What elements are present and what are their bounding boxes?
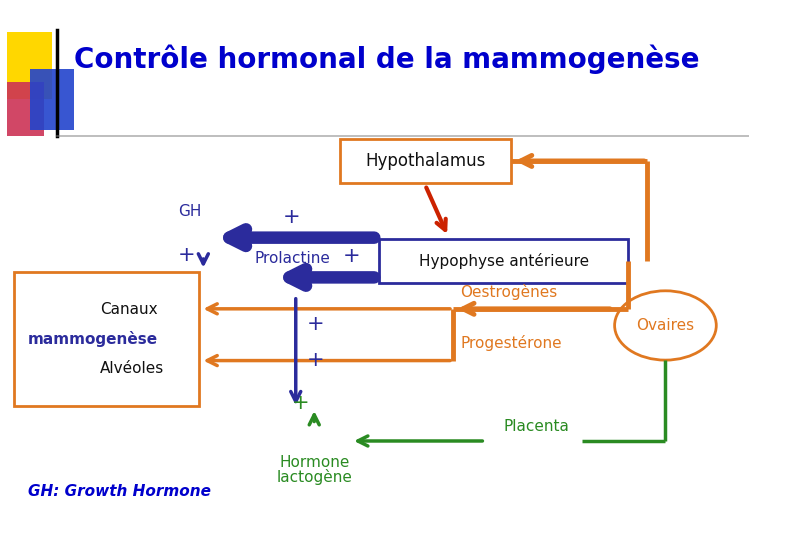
Text: mammogenèse: mammogenèse <box>28 332 157 347</box>
Text: Progestérone: Progestérone <box>460 335 562 352</box>
FancyBboxPatch shape <box>379 239 629 283</box>
Text: Canaux: Canaux <box>100 302 158 317</box>
Text: GH: Growth Hormone: GH: Growth Hormone <box>28 484 211 500</box>
Text: Oestrogènes: Oestrogènes <box>460 284 557 300</box>
Bar <box>7 32 52 99</box>
Text: +: + <box>178 245 195 265</box>
Text: +: + <box>343 246 360 266</box>
Text: Prolactine: Prolactine <box>254 251 330 266</box>
Text: Placenta: Placenta <box>503 418 569 434</box>
Text: Hormone: Hormone <box>279 455 349 470</box>
Text: Alvéoles: Alvéoles <box>100 361 164 376</box>
Text: +: + <box>307 350 325 370</box>
Text: Hypothalamus: Hypothalamus <box>365 152 485 170</box>
Bar <box>7 83 45 136</box>
FancyBboxPatch shape <box>339 139 510 183</box>
Text: Hypophyse antérieure: Hypophyse antérieure <box>419 253 589 269</box>
Text: GH: GH <box>177 204 201 219</box>
Text: +: + <box>283 207 300 227</box>
Text: +: + <box>292 393 309 413</box>
Text: Contrôle hormonal de la mammogenèse: Contrôle hormonal de la mammogenèse <box>74 44 700 74</box>
Text: +: + <box>307 314 325 334</box>
Bar <box>30 70 74 130</box>
FancyBboxPatch shape <box>14 272 198 406</box>
Ellipse shape <box>615 291 716 360</box>
Text: lactogène: lactogène <box>276 469 352 485</box>
Text: Ovaires: Ovaires <box>637 318 694 333</box>
